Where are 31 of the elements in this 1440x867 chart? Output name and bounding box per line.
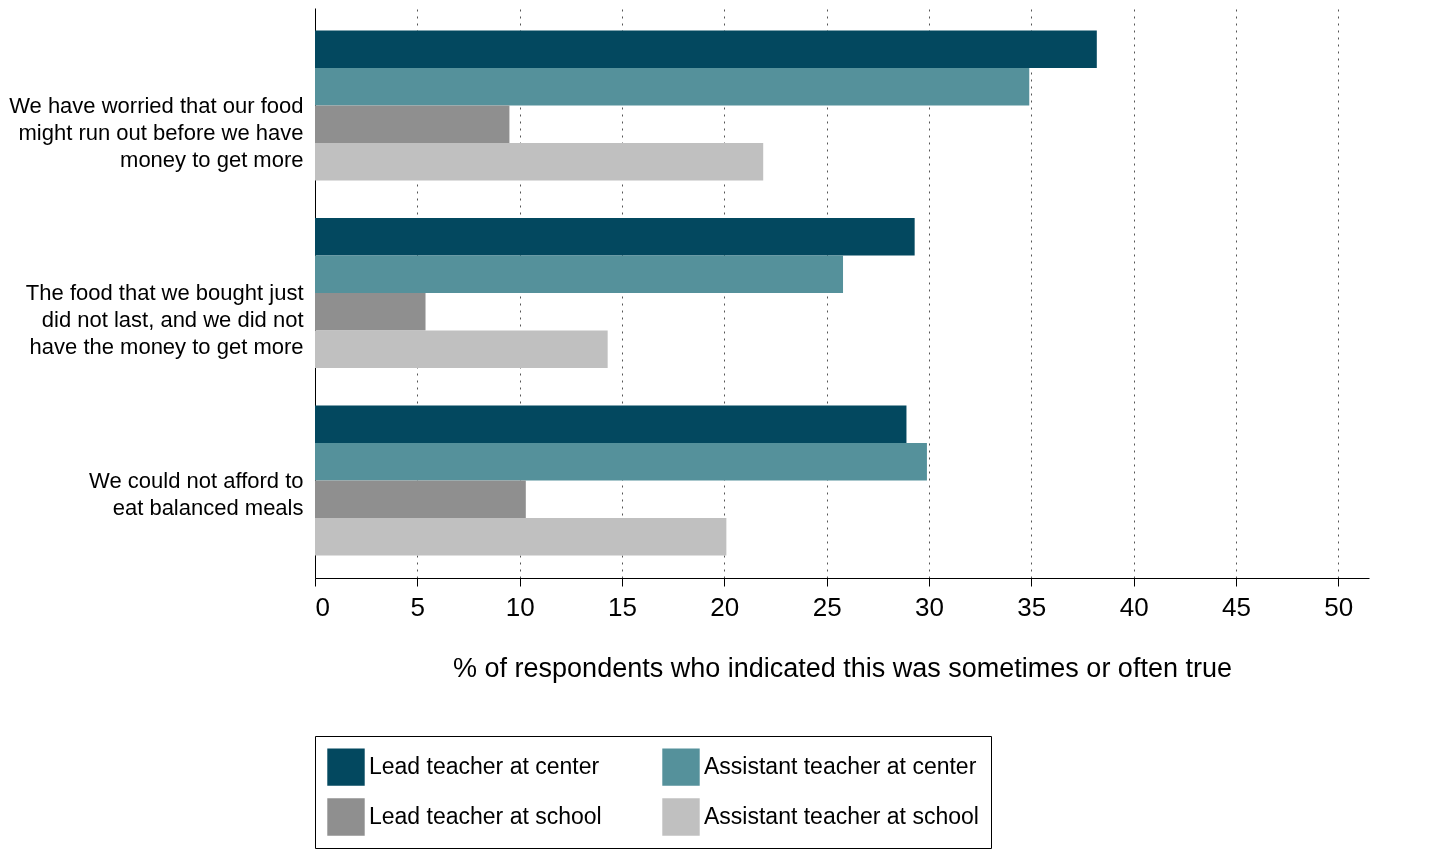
x-tick-label: 15: [608, 591, 637, 622]
bar: [315, 105, 510, 143]
bar: [315, 518, 727, 556]
x-tick-label: 30: [915, 591, 944, 622]
bar: [315, 405, 907, 443]
bar: [315, 330, 608, 368]
y-tick-label: We have worried that our food might run out before we have money to get more: [9, 92, 304, 172]
bar: [315, 218, 915, 256]
bar: [315, 293, 426, 331]
bar: [315, 143, 764, 181]
y-tick-label: We could not afford to eat balanced meals: [89, 467, 304, 520]
legend-label: Lead teacher at school: [369, 803, 602, 829]
x-tick-label: 50: [1324, 591, 1354, 622]
x-tick-label: 40: [1119, 591, 1149, 622]
x-tick-label: 35: [1017, 591, 1047, 622]
x-tick-label: 20: [710, 591, 740, 622]
y-tick-label: The food that we bought just did not last, and we did not have the money to get more: [25, 280, 304, 359]
bar: [315, 480, 526, 518]
bar: [315, 30, 1097, 68]
x-tick-label: 5: [410, 591, 426, 622]
bar: [315, 255, 844, 293]
bar: [315, 68, 1030, 106]
x-axis-title: % of respondents who indicated this was sometimes or often true: [453, 652, 1232, 683]
legend-label: Lead teacher at center: [369, 753, 600, 780]
x-tick-label: 0: [315, 591, 330, 622]
x-tick-label: 10: [505, 591, 535, 622]
legend-label: Assistant teacher at school: [704, 803, 979, 829]
legend-label: Assistant teacher at center: [704, 753, 977, 780]
x-tick-label: 25: [812, 591, 842, 622]
bar: [315, 443, 927, 481]
x-tick-label: 45: [1222, 591, 1251, 622]
